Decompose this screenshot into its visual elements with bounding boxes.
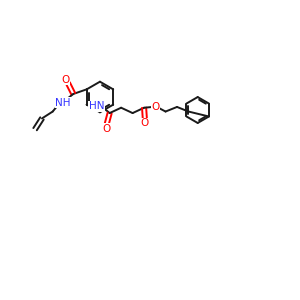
Text: NH: NH xyxy=(56,98,71,108)
Text: O: O xyxy=(141,118,149,128)
Text: HN: HN xyxy=(89,101,104,111)
Text: O: O xyxy=(152,102,160,112)
Text: O: O xyxy=(103,124,111,134)
Text: O: O xyxy=(61,75,70,85)
